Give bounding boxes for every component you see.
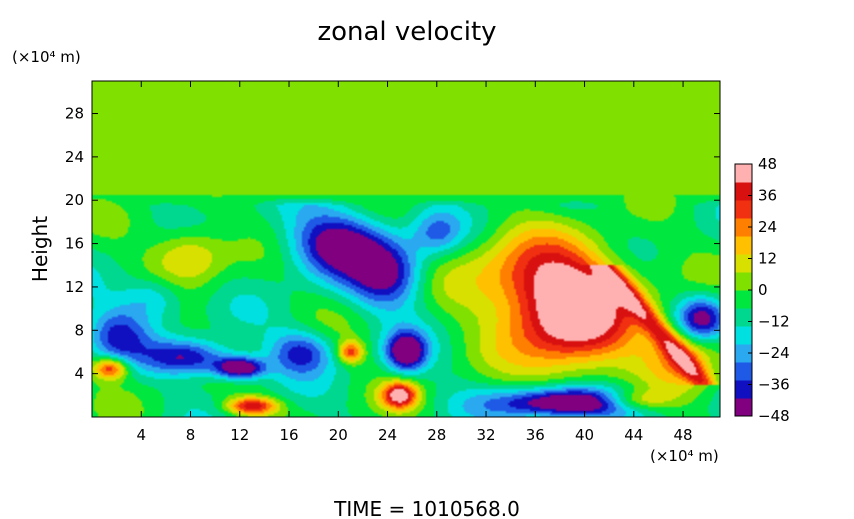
colorbar-swatch: [735, 398, 752, 417]
colorbar-ticks: 48 36 24 12 0 −12 −24 −36 −48: [748, 155, 790, 425]
colorbar-swatch: [735, 344, 752, 363]
x-axis-unit: (×10⁴ m): [650, 447, 719, 465]
time-footer: TIME = 1010568.0: [333, 497, 520, 519]
y-tick-label: 24: [65, 148, 84, 166]
colorbar-swatch: [735, 290, 752, 309]
x-tick-label: 20: [329, 426, 348, 444]
x-tick-label: 48: [674, 426, 693, 444]
y-tick-label: 16: [65, 235, 84, 253]
heatmap-plot-area: [92, 81, 720, 417]
x-tick-label: 44: [624, 426, 643, 444]
x-tick-label: 24: [378, 426, 397, 444]
colorbar-tick-label: 36: [758, 187, 777, 205]
y-tick-label: 8: [74, 321, 84, 339]
colorbar-swatch: [735, 272, 752, 291]
y-axis-unit: (×10⁴ m): [12, 48, 81, 66]
y-tick-label: 12: [65, 278, 84, 296]
x-tick-label: 36: [526, 426, 545, 444]
colorbar-swatch: [735, 182, 752, 201]
y-tick-label: 20: [65, 191, 84, 209]
colorbar-swatch: [735, 326, 752, 345]
colorbar-tick-label: 48: [758, 155, 777, 173]
colorbar-swatch: [735, 254, 752, 273]
colorbar-swatch: [735, 308, 752, 327]
x-tick-label: 16: [279, 426, 298, 444]
plot-frame: [91, 80, 721, 418]
colorbar-tick-label: 0: [758, 281, 768, 299]
colorbar: [734, 163, 753, 417]
colorbar-tick-label: −12: [758, 313, 790, 331]
x-tick-label: 28: [427, 426, 446, 444]
y-axis-label: Height: [28, 216, 52, 282]
chart-title: zonal velocity: [317, 17, 496, 47]
colorbar-tick-label: −48: [758, 407, 790, 425]
y-tick-label: 4: [74, 365, 84, 383]
colorbar-tick-label: −36: [758, 376, 790, 394]
x-tick-label: 12: [230, 426, 249, 444]
x-tick-label: 4: [136, 426, 146, 444]
colorbar-tick-label: 12: [758, 250, 777, 268]
colorbar-swatch: [735, 362, 752, 381]
heatmap-field: [92, 81, 720, 417]
x-axis-ticks: 4 8 12 16 20 24 28 32 36 40 44 48: [136, 81, 693, 444]
colorbar-swatch: [735, 164, 752, 183]
x-tick-label: 32: [476, 426, 495, 444]
colorbar-swatch: [735, 200, 752, 219]
colorbar-swatch: [735, 218, 752, 237]
x-tick-label: 8: [186, 426, 196, 444]
y-tick-label: 28: [65, 105, 84, 123]
colorbar-tick-label: −24: [758, 344, 790, 362]
y-axis-ticks: 4 8 12 16 20 24 28: [65, 105, 720, 383]
colorbar-swatch: [735, 236, 752, 255]
colorbar-tick-label: 24: [758, 218, 777, 236]
colorbar-swatch: [735, 380, 752, 399]
x-tick-label: 40: [575, 426, 594, 444]
